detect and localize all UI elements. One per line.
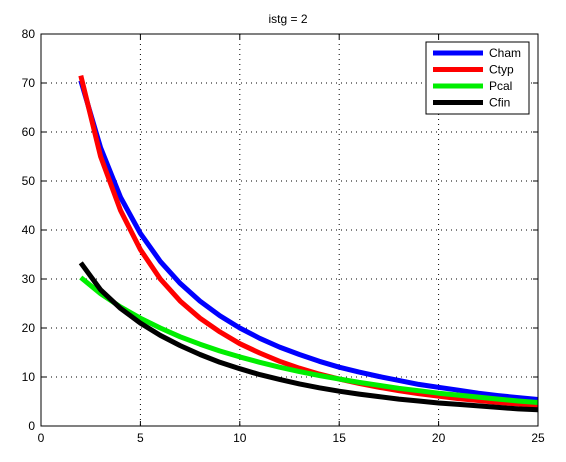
y-tick-label: 10 <box>22 370 36 384</box>
y-tick-label: 80 <box>22 27 36 41</box>
y-tick-label: 40 <box>22 223 36 237</box>
series-line-cham <box>78 79 539 402</box>
legend-label-cham: Cham <box>489 46 521 60</box>
series-line-pcal <box>79 275 539 405</box>
y-tick-label: 0 <box>28 419 35 433</box>
y-tick-label: 70 <box>22 76 36 90</box>
legend-label-pcal: Pcal <box>489 79 512 93</box>
y-tick-label: 20 <box>22 321 36 335</box>
x-tick-label: 20 <box>432 431 446 445</box>
x-tick-label: 15 <box>333 431 347 445</box>
legend-label-cfin: Cfin <box>489 96 510 110</box>
chart-title: istg = 2 <box>268 12 307 26</box>
x-tick-label: 25 <box>531 431 545 445</box>
series-line-cfin <box>78 261 539 413</box>
x-tick-label: 10 <box>233 431 247 445</box>
y-tick-label: 60 <box>22 125 36 139</box>
y-tick-label: 30 <box>22 272 36 286</box>
series-lines <box>78 75 539 413</box>
legend: Cham Ctyp Pcal Cfin <box>425 41 530 115</box>
x-tick-label: 5 <box>137 431 144 445</box>
y-tick-label: 50 <box>22 174 36 188</box>
x-tick-label: 0 <box>38 431 45 445</box>
axis-ticks: 0 5 10 15 20 25 0 10 20 30 40 50 60 70 80 <box>22 27 545 445</box>
legend-label-ctyp: Ctyp <box>489 63 514 77</box>
